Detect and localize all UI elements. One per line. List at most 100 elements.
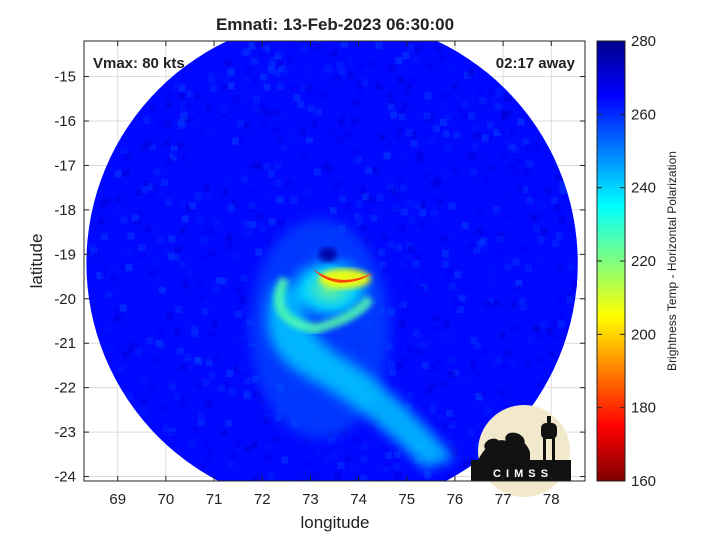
colorbar-tick-label: 220 bbox=[631, 253, 656, 270]
swath-pixel bbox=[243, 92, 251, 100]
swath-pixel bbox=[432, 421, 440, 429]
swath-pixel bbox=[241, 175, 249, 183]
swath-pixel bbox=[176, 347, 184, 355]
swath-pixel bbox=[398, 223, 406, 231]
swath-pixel bbox=[446, 474, 454, 481]
swath-pixel bbox=[440, 424, 448, 432]
swath-pixel bbox=[400, 481, 407, 488]
swath-pixel bbox=[305, 137, 313, 145]
y-tick-label: -24 bbox=[54, 469, 76, 486]
swath-pixel bbox=[166, 312, 174, 320]
x-tick-label: 76 bbox=[447, 491, 464, 508]
swath-pixel bbox=[520, 246, 528, 254]
chart-title: Emnati: 13-Feb-2023 06:30:00 bbox=[216, 15, 454, 34]
swath-pixel bbox=[365, 167, 373, 175]
swath-pixel bbox=[122, 169, 130, 177]
swath-pixel bbox=[250, 161, 258, 169]
x-tick-label: 77 bbox=[495, 491, 512, 508]
swath-pixel bbox=[221, 76, 229, 84]
swath-pixel bbox=[537, 356, 545, 364]
swath-pixel bbox=[115, 307, 123, 315]
swath-pixel bbox=[378, 248, 386, 256]
swath-pixel bbox=[452, 298, 460, 306]
x-tick-label: 78 bbox=[543, 491, 560, 508]
swath-pixel bbox=[244, 392, 252, 400]
swath-pixel bbox=[555, 232, 563, 240]
swath-pixel bbox=[486, 275, 494, 283]
swath-pixel bbox=[240, 296, 248, 304]
swath-pixel bbox=[426, 137, 434, 145]
swath-pixel bbox=[398, 113, 406, 121]
swath-pixel bbox=[244, 75, 252, 83]
swath-pixel bbox=[507, 163, 515, 171]
swath-pixel bbox=[287, 133, 295, 141]
swath-pixel bbox=[265, 444, 273, 452]
swath-pixel bbox=[217, 385, 225, 393]
swath-pixel bbox=[475, 205, 483, 213]
swath-pixel bbox=[225, 243, 233, 251]
swath-pixel bbox=[388, 64, 396, 72]
swath-pixel bbox=[327, 129, 335, 137]
swath-pixel bbox=[193, 356, 201, 364]
swath-pixel bbox=[352, 436, 360, 444]
swath-pixel bbox=[139, 378, 147, 386]
swath-pixel bbox=[239, 137, 247, 145]
swath-pixel bbox=[431, 325, 439, 333]
x-tick-label: 75 bbox=[398, 491, 415, 508]
swath-pixel bbox=[438, 54, 446, 62]
swath-pixel bbox=[459, 211, 467, 219]
swath-pixel bbox=[179, 395, 187, 403]
swath-pixel bbox=[495, 247, 503, 255]
swath-pixel bbox=[382, 461, 390, 469]
swath-pixel bbox=[566, 295, 574, 303]
swath-pixel bbox=[538, 202, 546, 210]
swath-pixel bbox=[282, 67, 290, 75]
swath-pixel bbox=[289, 222, 297, 230]
swath-pixel bbox=[386, 91, 394, 99]
swath-pixel bbox=[400, 208, 408, 216]
swath-pixel bbox=[461, 101, 469, 109]
swath-pixel bbox=[191, 330, 199, 338]
swath-pixel bbox=[272, 436, 280, 444]
swath-pixel bbox=[471, 123, 479, 131]
swath-pixel bbox=[120, 146, 128, 154]
swath-pixel bbox=[469, 359, 477, 367]
swath-pixel bbox=[228, 388, 236, 396]
swath-pixel bbox=[307, 105, 315, 113]
swath-pixel bbox=[149, 384, 157, 392]
swath-pixel bbox=[179, 227, 187, 235]
swath-pixel bbox=[505, 109, 513, 117]
swath-pixel bbox=[269, 56, 277, 64]
swath-pixel bbox=[567, 245, 575, 253]
swath-pixel bbox=[352, 99, 360, 107]
swath-pixel bbox=[559, 187, 567, 195]
swath-pixel bbox=[279, 143, 287, 151]
swath-pixel bbox=[233, 98, 241, 106]
swath-pixel bbox=[236, 334, 244, 342]
swath-pixel bbox=[136, 209, 144, 217]
swath-pixel bbox=[442, 372, 450, 380]
swath-pixel bbox=[168, 383, 176, 391]
swath-pixel bbox=[183, 102, 191, 110]
swath-pixel bbox=[285, 219, 293, 227]
swath-pixel bbox=[119, 304, 127, 312]
swath-pixel bbox=[157, 237, 165, 245]
swath-pixel bbox=[323, 66, 331, 74]
swath-pixel bbox=[418, 221, 426, 229]
swath-pixel bbox=[440, 174, 448, 182]
swath-pixel bbox=[199, 237, 207, 245]
swath-pixel bbox=[125, 393, 133, 401]
swath-pixel bbox=[530, 214, 538, 222]
swath-pixel bbox=[467, 429, 475, 437]
swath-pixel bbox=[198, 463, 206, 471]
swath-pixel bbox=[246, 319, 254, 327]
swath-pixel bbox=[361, 443, 369, 451]
swath-pixel bbox=[510, 301, 518, 309]
swath-pixel bbox=[306, 459, 314, 467]
storm-eye bbox=[318, 247, 337, 262]
swath-pixel bbox=[140, 398, 148, 406]
swath-pixel bbox=[299, 208, 307, 216]
swath-pixel bbox=[140, 143, 148, 151]
swath-pixel bbox=[291, 484, 298, 491]
swath-pixel bbox=[429, 406, 437, 414]
